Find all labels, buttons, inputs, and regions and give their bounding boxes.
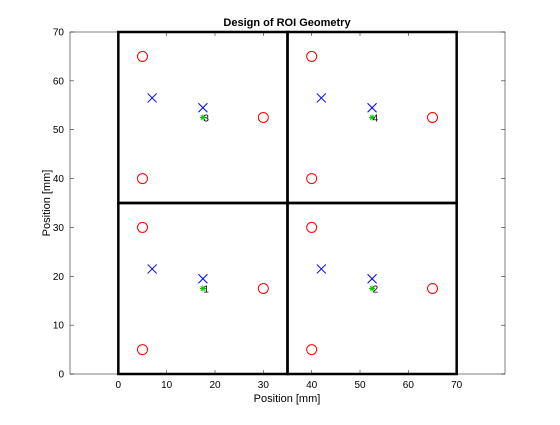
x-marker bbox=[147, 93, 158, 103]
y-tick-label: 10 bbox=[53, 321, 65, 332]
roi-boxes bbox=[117, 30, 458, 376]
x-marker bbox=[367, 273, 377, 284]
x-tick-label: 0 bbox=[116, 380, 122, 391]
y-tick-label: 0 bbox=[58, 370, 64, 381]
x-tick-label: 40 bbox=[306, 380, 318, 391]
roi-number-label: 3 bbox=[203, 114, 209, 125]
x-tick-label: 20 bbox=[209, 380, 221, 391]
x-tick-label: 70 bbox=[451, 380, 463, 391]
y-axis-label: Position [mm] bbox=[41, 170, 53, 237]
x-tick-label: 50 bbox=[354, 380, 366, 391]
circle-marker bbox=[306, 173, 318, 185]
y-tick-label: 40 bbox=[53, 174, 65, 185]
x-marker bbox=[198, 102, 208, 113]
circle-marker bbox=[306, 344, 318, 356]
circle-marker bbox=[257, 283, 269, 294]
y-tick-label: 50 bbox=[53, 125, 65, 136]
roi-box-4 bbox=[286, 30, 458, 205]
x-marker bbox=[147, 264, 158, 274]
circle-marker bbox=[257, 112, 269, 123]
x-marker bbox=[198, 273, 208, 284]
roi-number-label: 2 bbox=[373, 285, 379, 296]
y-tick-label: 60 bbox=[53, 76, 65, 87]
circle-marker bbox=[306, 221, 318, 233]
annotations: 1 2 3 4 bbox=[203, 114, 378, 296]
circle-marker bbox=[306, 50, 318, 62]
x-marker bbox=[367, 102, 377, 113]
chart-title: Design of ROI Geometry bbox=[223, 17, 351, 29]
roi-number-label: 4 bbox=[373, 114, 379, 125]
x-tick-label: 30 bbox=[258, 380, 270, 391]
y-tick-label: 20 bbox=[53, 272, 65, 283]
asterisk-marker bbox=[199, 285, 206, 292]
circle-marker bbox=[137, 344, 148, 356]
circle-marker bbox=[427, 112, 438, 123]
asterisk-marker bbox=[199, 114, 206, 121]
x-marker bbox=[316, 264, 327, 274]
roi-number-label: 1 bbox=[203, 285, 209, 296]
axis-ticks: 0 10 20 30 40 50 60 70 0 10 20 30 40 50 60 70 bbox=[53, 28, 505, 391]
x-marker bbox=[316, 93, 327, 103]
x-tick-label: 60 bbox=[403, 380, 415, 391]
circle-marker bbox=[427, 283, 438, 294]
circle-marker bbox=[137, 221, 148, 233]
data-marks bbox=[137, 50, 438, 356]
asterisk-marker bbox=[369, 114, 376, 121]
y-tick-label: 30 bbox=[53, 223, 65, 234]
circle-marker bbox=[137, 173, 148, 185]
x-tick-label: 10 bbox=[161, 380, 173, 391]
circle-marker bbox=[137, 50, 148, 62]
asterisk-marker bbox=[369, 285, 376, 292]
x-axis-label: Position [mm] bbox=[254, 393, 321, 405]
y-tick-label: 70 bbox=[53, 28, 65, 39]
